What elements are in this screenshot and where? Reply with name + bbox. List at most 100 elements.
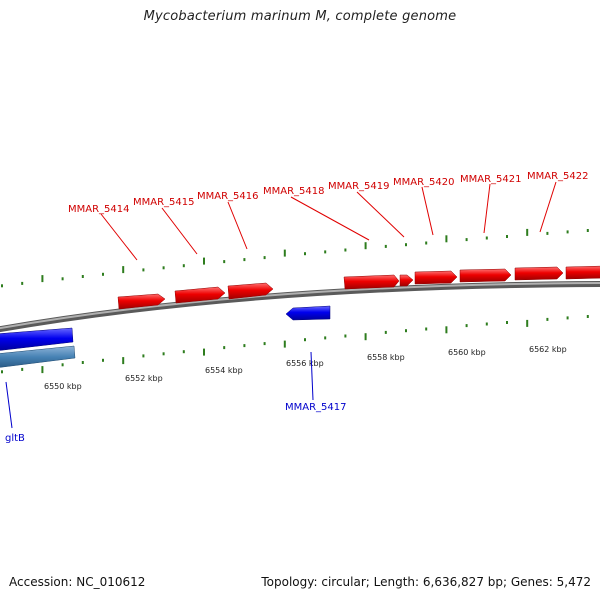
minor-tick bbox=[182, 264, 185, 268]
tick-labels: 6550 kbp 6552 kbp 6554 kbp 6556 kbp 6558… bbox=[44, 345, 567, 391]
major-tick bbox=[526, 319, 529, 327]
gene-arrow-forward[interactable] bbox=[117, 293, 166, 310]
reverse-genes bbox=[0, 305, 331, 368]
minor-tick bbox=[81, 361, 84, 364]
genome-summary-text: Topology: circular; Length: 6,636,827 bp… bbox=[261, 575, 591, 589]
minor-tick bbox=[586, 229, 589, 232]
gene-label[interactable]: MMAR_5421 bbox=[460, 174, 522, 185]
reverse-tick-marks bbox=[1, 315, 589, 374]
major-tick bbox=[122, 357, 125, 365]
gene-label[interactable]: MMAR_5422 bbox=[527, 171, 589, 182]
label-leaders bbox=[5, 181, 557, 429]
minor-tick bbox=[1, 370, 3, 374]
tick-label: 6556 kbp bbox=[286, 359, 324, 368]
major-tick bbox=[283, 340, 286, 348]
minor-tick bbox=[304, 252, 306, 256]
minor-tick bbox=[425, 241, 428, 245]
gene-label[interactable]: MMAR_5416 bbox=[197, 191, 259, 202]
major-tick bbox=[41, 366, 44, 374]
minor-tick bbox=[546, 317, 549, 321]
tick-label: 6554 kbp bbox=[205, 366, 243, 375]
minor-tick bbox=[546, 231, 549, 235]
gene-arrow-forward[interactable] bbox=[565, 265, 600, 280]
genome-backbone-highlight bbox=[0, 282, 600, 330]
major-tick bbox=[203, 348, 205, 356]
minor-tick bbox=[162, 266, 165, 270]
minor-tick bbox=[465, 238, 468, 242]
minor-tick bbox=[506, 321, 508, 324]
minor-tick bbox=[485, 236, 488, 240]
gene-arrow-forward[interactable] bbox=[174, 286, 226, 304]
gene-bar-other[interactable] bbox=[0, 345, 76, 368]
minor-tick bbox=[324, 250, 327, 254]
tick-label: 6562 kbp bbox=[529, 345, 567, 354]
minor-tick bbox=[243, 344, 246, 348]
minor-tick bbox=[324, 336, 327, 340]
major-tick bbox=[526, 228, 529, 236]
minor-tick bbox=[586, 315, 589, 318]
minor-tick bbox=[21, 367, 24, 371]
forward-tick-marks bbox=[1, 228, 589, 288]
minor-tick bbox=[61, 277, 64, 281]
gene-arrow-reverse[interactable] bbox=[285, 305, 331, 321]
major-tick bbox=[445, 326, 448, 334]
minor-tick bbox=[566, 230, 569, 234]
genome-backbone bbox=[0, 281, 600, 333]
minor-tick bbox=[344, 334, 347, 338]
minor-tick bbox=[405, 329, 407, 333]
gene-label[interactable]: MMAR_5420 bbox=[393, 177, 455, 188]
minor-tick bbox=[102, 358, 104, 362]
minor-tick bbox=[384, 244, 387, 248]
major-tick bbox=[283, 249, 286, 257]
minor-tick bbox=[61, 363, 64, 367]
minor-tick bbox=[566, 316, 569, 320]
map-title: Mycobacterium marinum M, complete genome bbox=[143, 9, 457, 24]
gene-arrow-forward[interactable] bbox=[399, 274, 414, 287]
minor-tick bbox=[485, 322, 488, 326]
gene-arrow-reverse[interactable] bbox=[0, 327, 74, 351]
major-tick bbox=[122, 266, 125, 274]
minor-tick bbox=[263, 342, 266, 346]
major-tick bbox=[41, 275, 44, 283]
minor-tick bbox=[102, 272, 104, 276]
minor-tick bbox=[223, 346, 226, 350]
gene-label[interactable]: MMAR_5415 bbox=[133, 197, 195, 208]
minor-tick bbox=[223, 260, 226, 264]
tick-label: 6550 kbp bbox=[44, 382, 82, 391]
gene-arrow-forward[interactable] bbox=[514, 266, 564, 281]
accession-text: Accession: NC_010612 bbox=[9, 575, 146, 589]
minor-tick bbox=[81, 275, 84, 278]
gene-label[interactable]: gltB bbox=[5, 433, 25, 444]
minor-tick bbox=[182, 350, 185, 354]
gene-labels: MMAR_5414 MMAR_5415 MMAR_5416 MMAR_5418 … bbox=[5, 171, 589, 444]
major-tick bbox=[364, 333, 367, 341]
minor-tick bbox=[506, 235, 508, 238]
gene-arrow-forward[interactable] bbox=[459, 268, 512, 283]
gene-label[interactable]: MMAR_5418 bbox=[263, 186, 325, 197]
minor-tick bbox=[425, 327, 428, 331]
minor-tick bbox=[21, 281, 24, 285]
minor-tick bbox=[304, 338, 306, 342]
minor-tick bbox=[405, 243, 407, 247]
tick-label: 6560 kbp bbox=[448, 348, 486, 357]
gene-arrow-forward[interactable] bbox=[343, 274, 400, 290]
gene-arrow-forward[interactable] bbox=[414, 270, 458, 285]
tick-label: 6552 kbp bbox=[125, 374, 163, 383]
forward-genes bbox=[117, 265, 600, 310]
gene-arrow-forward[interactable] bbox=[227, 282, 274, 300]
gene-label[interactable]: MMAR_5419 bbox=[328, 181, 390, 192]
minor-tick bbox=[344, 248, 347, 252]
minor-tick bbox=[243, 258, 246, 262]
minor-tick bbox=[465, 324, 468, 328]
minor-tick bbox=[142, 354, 145, 358]
minor-tick bbox=[384, 330, 387, 334]
minor-tick bbox=[263, 256, 266, 260]
minor-tick bbox=[1, 284, 3, 288]
major-tick bbox=[203, 257, 205, 265]
gene-label[interactable]: MMAR_5414 bbox=[68, 204, 130, 215]
major-tick bbox=[364, 242, 367, 250]
major-tick bbox=[445, 235, 448, 243]
gene-label[interactable]: MMAR_5417 bbox=[285, 402, 347, 413]
minor-tick bbox=[142, 268, 145, 272]
